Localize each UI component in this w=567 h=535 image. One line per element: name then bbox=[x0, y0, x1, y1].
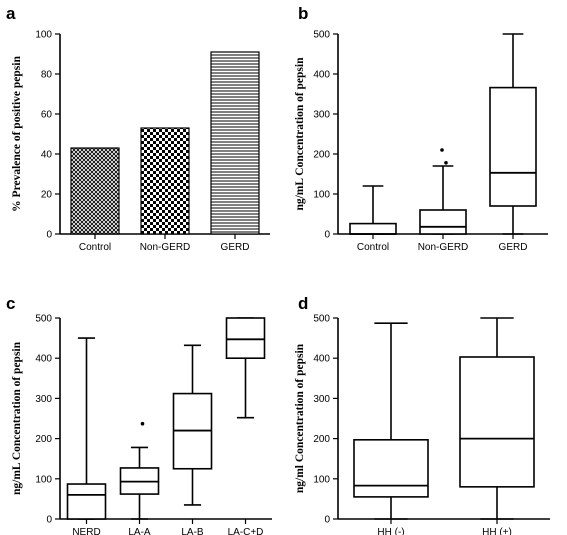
x-tick-label: Control bbox=[357, 242, 389, 253]
outlier-point bbox=[444, 161, 448, 165]
x-tick-label: HH (+) bbox=[482, 527, 512, 535]
x-tick-label: HH (-) bbox=[377, 527, 404, 535]
y-tick-label: 0 bbox=[46, 515, 52, 526]
y-axis-title: ng/mL Concentration of pepsin bbox=[11, 341, 23, 495]
x-tick-label: Non-GERD bbox=[140, 242, 191, 253]
x-tick-label: LA-C+D bbox=[228, 527, 264, 535]
y-tick-label: 400 bbox=[313, 70, 330, 81]
box bbox=[489, 86, 537, 207]
y-tick-label: 0 bbox=[46, 230, 52, 241]
box bbox=[353, 439, 429, 498]
bar bbox=[140, 127, 190, 235]
y-tick-label: 300 bbox=[313, 110, 330, 121]
y-tick-label: 0 bbox=[324, 515, 330, 526]
y-axis-title: ng/mL Concentration of pepsin bbox=[294, 57, 306, 211]
y-tick-label: 300 bbox=[313, 394, 330, 405]
y-tick-label: 100 bbox=[35, 30, 52, 41]
box bbox=[66, 483, 107, 520]
y-tick-label: 100 bbox=[313, 190, 330, 201]
panel-label-b: b bbox=[298, 4, 308, 23]
box bbox=[225, 317, 266, 360]
x-tick-label: GERD bbox=[499, 242, 528, 253]
x-tick-label: GERD bbox=[221, 242, 250, 253]
box bbox=[349, 222, 397, 235]
y-tick-label: 200 bbox=[35, 434, 52, 445]
y-tick-label: 60 bbox=[41, 110, 53, 121]
panel-label-a: a bbox=[6, 4, 16, 23]
y-tick-label: 300 bbox=[35, 394, 52, 405]
x-tick-label: Non-GERD bbox=[418, 242, 469, 253]
y-tick-label: 200 bbox=[313, 150, 330, 161]
y-tick-label: 500 bbox=[35, 314, 52, 325]
x-tick-label: NERD bbox=[72, 527, 100, 535]
bar bbox=[70, 147, 120, 235]
box bbox=[459, 356, 535, 488]
y-tick-label: 500 bbox=[313, 314, 330, 325]
outlier-point bbox=[440, 148, 444, 152]
y-tick-label: 400 bbox=[35, 354, 52, 365]
chart-panel-b: 0 100 200 300 400 500 Control Non-GERD GERD ng/mL… bbox=[294, 30, 548, 253]
y-tick-label: 100 bbox=[313, 474, 330, 485]
bar bbox=[210, 51, 260, 235]
y-axis-title: % Prevalence of positive pepsin bbox=[11, 56, 23, 212]
y-axis-title: ng/ml Concentration of pepsin bbox=[294, 343, 306, 493]
y-tick-label: 80 bbox=[41, 70, 53, 81]
x-tick-label: LA-A bbox=[128, 527, 151, 535]
y-tick-label: 500 bbox=[313, 30, 330, 41]
outlier-point bbox=[140, 421, 145, 426]
panel-label-c: c bbox=[6, 294, 15, 313]
x-tick-label: LA-B bbox=[181, 527, 204, 535]
chart-panel-d: 0 100 200 300 400 500 HH (-) HH (+) ng/ml Concen… bbox=[294, 314, 550, 535]
panel-label-d: d bbox=[298, 294, 308, 313]
y-tick-label: 40 bbox=[41, 150, 53, 161]
y-tick-label: 200 bbox=[313, 434, 330, 445]
x-tick-label: Control bbox=[79, 242, 111, 253]
box bbox=[419, 209, 467, 235]
y-tick-label: 400 bbox=[313, 354, 330, 365]
chart-panel-a: 0 20 40 60 80 100 Control Non-GERD GERD % Prevale… bbox=[11, 30, 270, 253]
chart-panel-c: 0 100 200 300 400 500 NERD LA-A LA-B LA-C+D ng/mL … bbox=[11, 314, 272, 535]
y-tick-label: 100 bbox=[35, 474, 52, 485]
y-tick-label: 20 bbox=[41, 190, 53, 201]
y-tick-label: 0 bbox=[324, 230, 330, 241]
